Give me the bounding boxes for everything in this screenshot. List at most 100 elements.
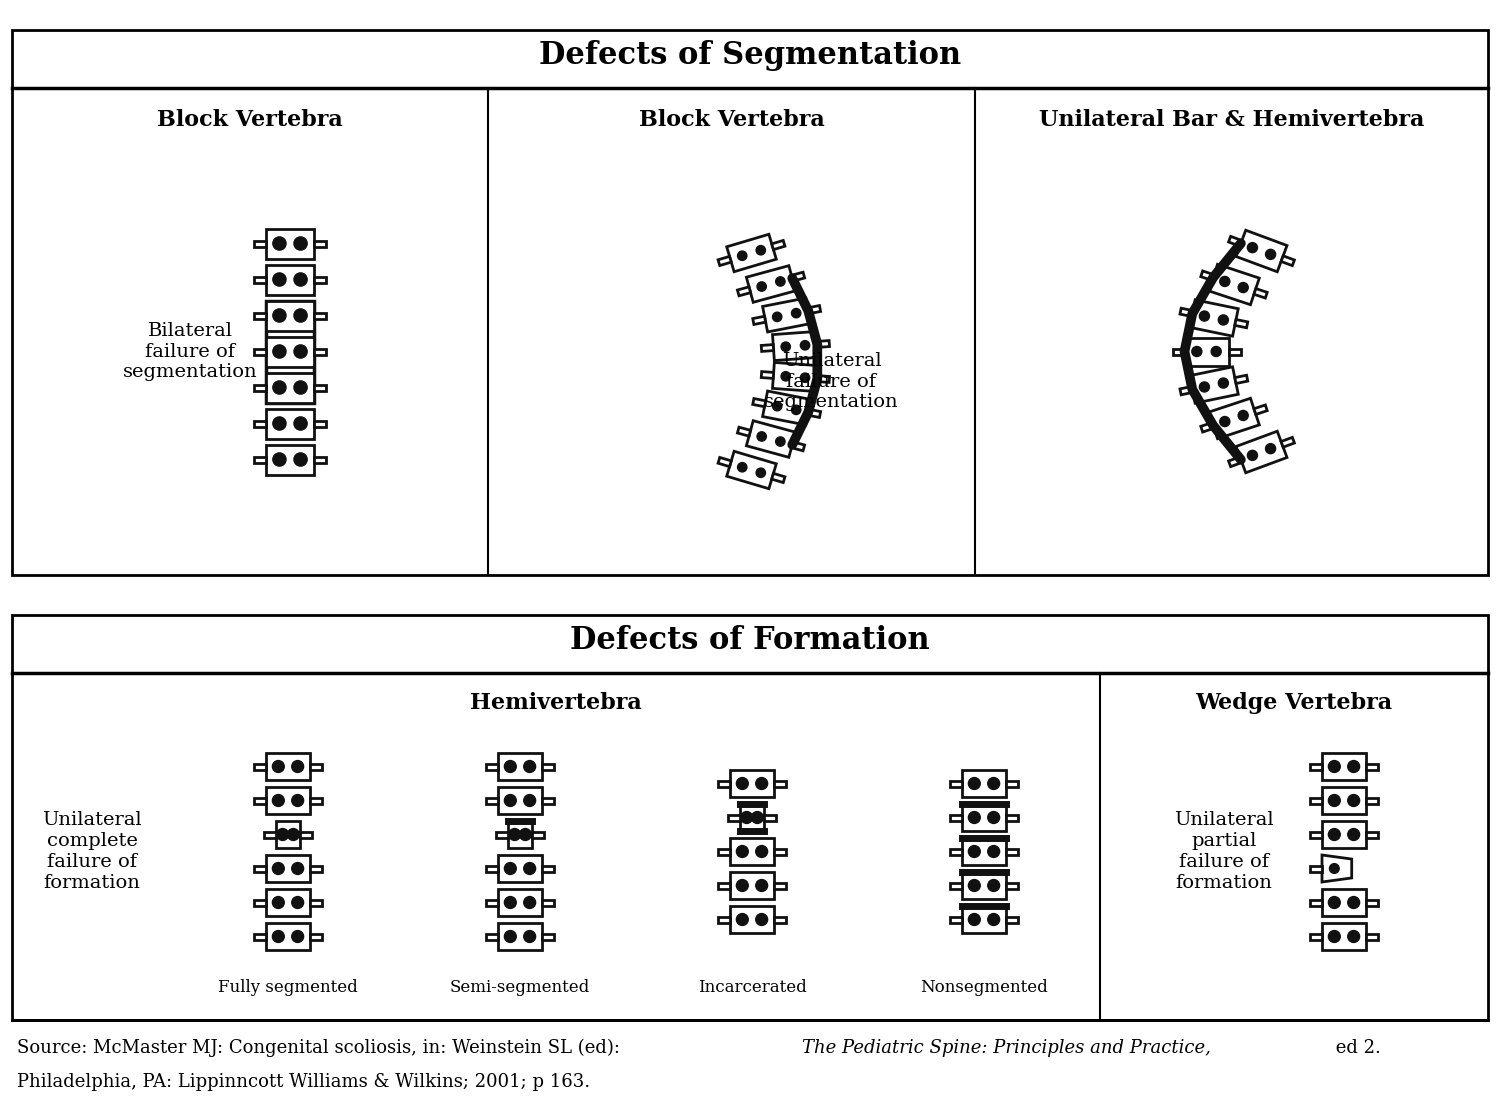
Polygon shape xyxy=(314,241,326,246)
Text: Block Vertebra: Block Vertebra xyxy=(158,109,344,131)
Polygon shape xyxy=(762,391,812,424)
Polygon shape xyxy=(1180,386,1192,394)
Circle shape xyxy=(738,463,747,472)
Circle shape xyxy=(524,897,536,908)
Circle shape xyxy=(273,309,286,323)
Circle shape xyxy=(741,812,753,823)
Text: Unilateral
partial
failure of
formation: Unilateral partial failure of formation xyxy=(1174,811,1274,892)
Text: Incarcerated: Incarcerated xyxy=(698,980,807,997)
Polygon shape xyxy=(254,797,266,803)
Polygon shape xyxy=(542,764,554,769)
Circle shape xyxy=(756,914,768,925)
Circle shape xyxy=(776,437,784,446)
Circle shape xyxy=(792,405,801,414)
Circle shape xyxy=(1329,931,1341,942)
Polygon shape xyxy=(1173,348,1185,355)
Text: Wedge Vertebra: Wedge Vertebra xyxy=(1196,692,1392,715)
Polygon shape xyxy=(310,933,322,940)
Polygon shape xyxy=(730,838,774,865)
Polygon shape xyxy=(1322,787,1366,814)
Circle shape xyxy=(1200,382,1209,392)
Polygon shape xyxy=(266,264,314,295)
Circle shape xyxy=(1210,346,1221,356)
Circle shape xyxy=(1329,794,1341,806)
Circle shape xyxy=(987,777,999,790)
Polygon shape xyxy=(310,899,322,905)
Polygon shape xyxy=(1310,899,1322,905)
Polygon shape xyxy=(1007,781,1019,786)
Polygon shape xyxy=(1236,431,1287,473)
Circle shape xyxy=(273,345,286,358)
Polygon shape xyxy=(818,340,830,347)
Text: Source: McMaster MJ: Congenital scoliosis, in: Weinstein SL (ed):: Source: McMaster MJ: Congenital scoliosi… xyxy=(16,1039,626,1057)
Polygon shape xyxy=(310,797,322,803)
Polygon shape xyxy=(496,831,508,838)
Polygon shape xyxy=(314,384,326,391)
Circle shape xyxy=(524,862,536,875)
Bar xyxy=(12,615,1488,1020)
Polygon shape xyxy=(730,906,774,933)
Polygon shape xyxy=(314,420,326,427)
Circle shape xyxy=(772,312,782,321)
Polygon shape xyxy=(774,781,786,786)
Circle shape xyxy=(1329,760,1341,773)
Polygon shape xyxy=(254,420,266,427)
Polygon shape xyxy=(254,764,266,769)
Polygon shape xyxy=(747,265,795,302)
Circle shape xyxy=(1218,315,1228,325)
Polygon shape xyxy=(314,348,326,355)
Polygon shape xyxy=(1007,916,1019,923)
Polygon shape xyxy=(486,899,498,905)
Polygon shape xyxy=(266,336,314,366)
Circle shape xyxy=(752,812,764,823)
Circle shape xyxy=(1192,346,1202,356)
Polygon shape xyxy=(542,866,554,871)
Polygon shape xyxy=(753,316,765,325)
Circle shape xyxy=(782,372,790,381)
Polygon shape xyxy=(1007,849,1019,855)
Polygon shape xyxy=(254,241,266,246)
Polygon shape xyxy=(1366,797,1378,803)
Circle shape xyxy=(273,760,285,773)
Polygon shape xyxy=(728,814,740,821)
Circle shape xyxy=(969,846,981,858)
Circle shape xyxy=(792,308,801,318)
Polygon shape xyxy=(254,348,266,355)
Circle shape xyxy=(273,862,285,875)
Polygon shape xyxy=(254,933,266,940)
Polygon shape xyxy=(718,457,732,467)
Text: Source: McMaster MJ: Congenital scoliosis, in: Weinstein SL (ed):: Source: McMaster MJ: Congenital scoliosi… xyxy=(16,1039,626,1057)
Circle shape xyxy=(273,452,286,466)
Polygon shape xyxy=(314,312,326,318)
Text: The Pediatric Spine: Principles and Practice,: The Pediatric Spine: Principles and Prac… xyxy=(802,1039,1212,1057)
Circle shape xyxy=(294,345,307,358)
Polygon shape xyxy=(726,234,777,272)
Circle shape xyxy=(987,914,999,925)
Polygon shape xyxy=(740,804,764,831)
Circle shape xyxy=(291,931,303,942)
Polygon shape xyxy=(792,272,804,281)
Polygon shape xyxy=(760,345,774,352)
Polygon shape xyxy=(266,373,314,402)
Polygon shape xyxy=(962,804,1006,831)
Polygon shape xyxy=(730,872,774,899)
Circle shape xyxy=(1347,829,1359,840)
Circle shape xyxy=(772,401,782,411)
Circle shape xyxy=(801,340,810,349)
Polygon shape xyxy=(760,372,774,379)
Polygon shape xyxy=(772,363,818,392)
Text: The Pediatric Spine: Principles and Practice,: The Pediatric Spine: Principles and Prac… xyxy=(802,1039,1212,1057)
Circle shape xyxy=(1347,897,1359,908)
Text: Defects of Segmentation: Defects of Segmentation xyxy=(538,39,962,71)
Polygon shape xyxy=(774,849,786,855)
Circle shape xyxy=(504,794,516,806)
Polygon shape xyxy=(1310,797,1322,803)
Polygon shape xyxy=(1209,264,1260,305)
Circle shape xyxy=(1238,282,1248,292)
Polygon shape xyxy=(1322,923,1366,950)
Polygon shape xyxy=(314,277,326,282)
Text: Unilateral
complete
failure of
formation: Unilateral complete failure of formation xyxy=(42,811,142,892)
Circle shape xyxy=(509,829,520,840)
Text: Hemivertebra: Hemivertebra xyxy=(470,692,642,715)
Text: Unilateral Bar & Hemivertebra: Unilateral Bar & Hemivertebra xyxy=(1040,109,1424,131)
